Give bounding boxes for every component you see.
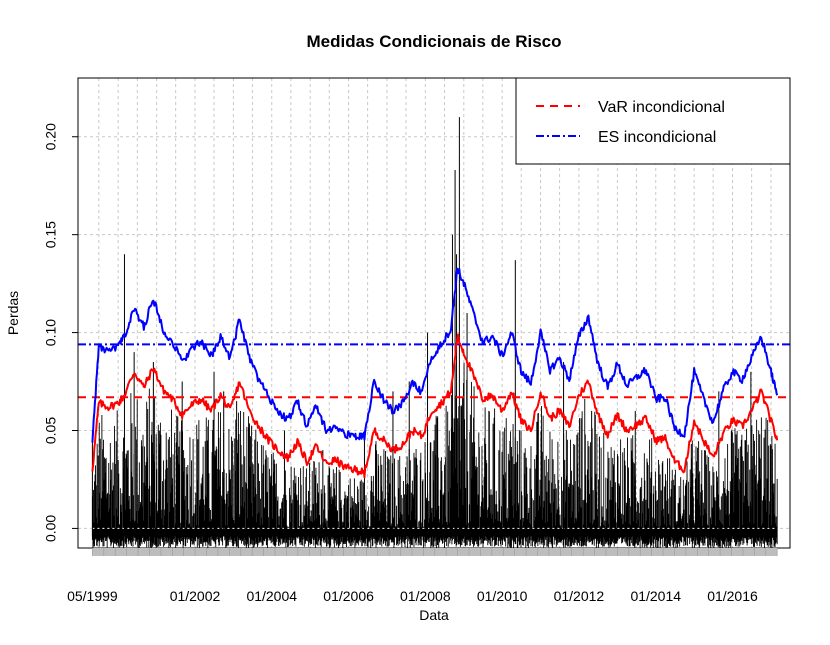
legend-es-label: ES incondicional xyxy=(598,129,716,146)
unconditional-lines xyxy=(78,343,790,399)
x-tick-label: 05/1999 xyxy=(67,588,118,604)
x-tick-label: 01/2012 xyxy=(554,588,605,604)
x-tick-label: 01/2008 xyxy=(400,588,451,604)
conditional-series xyxy=(91,267,779,479)
x-tick-label: 01/2016 xyxy=(707,588,758,604)
chart-title: Medidas Condicionais de Risco xyxy=(306,32,561,51)
es-conditional-line xyxy=(91,267,779,443)
y-tick-label: 0.10 xyxy=(43,319,59,346)
legend-var-label: VaR incondicional xyxy=(598,99,725,116)
y-tick-label: 0.00 xyxy=(43,515,59,542)
y-tick-label: 0.20 xyxy=(43,123,59,150)
x-tick-label: 01/2014 xyxy=(630,588,681,604)
x-axis: 05/1999 01/2002 01/2004 01/2006 01/2008 01/20… xyxy=(67,548,778,604)
x-tick-label: 01/2006 xyxy=(323,588,374,604)
x-axis-label: Data xyxy=(419,607,449,623)
y-axis-label: Perdas xyxy=(5,291,21,335)
legend-box xyxy=(515,77,791,165)
var-conditional-line xyxy=(91,333,779,479)
y-tick-label: 0.15 xyxy=(43,221,59,248)
legend: VaR incondicional ES incondicional xyxy=(515,77,791,165)
y-axis: 0.00 0.05 0.10 0.15 0.20 xyxy=(43,123,79,542)
x-tick-label: 01/2004 xyxy=(246,588,297,604)
y-tick-label: 0.05 xyxy=(43,417,59,444)
x-tick-label: 01/2002 xyxy=(170,588,221,604)
x-tick-label: 01/2010 xyxy=(477,588,528,604)
